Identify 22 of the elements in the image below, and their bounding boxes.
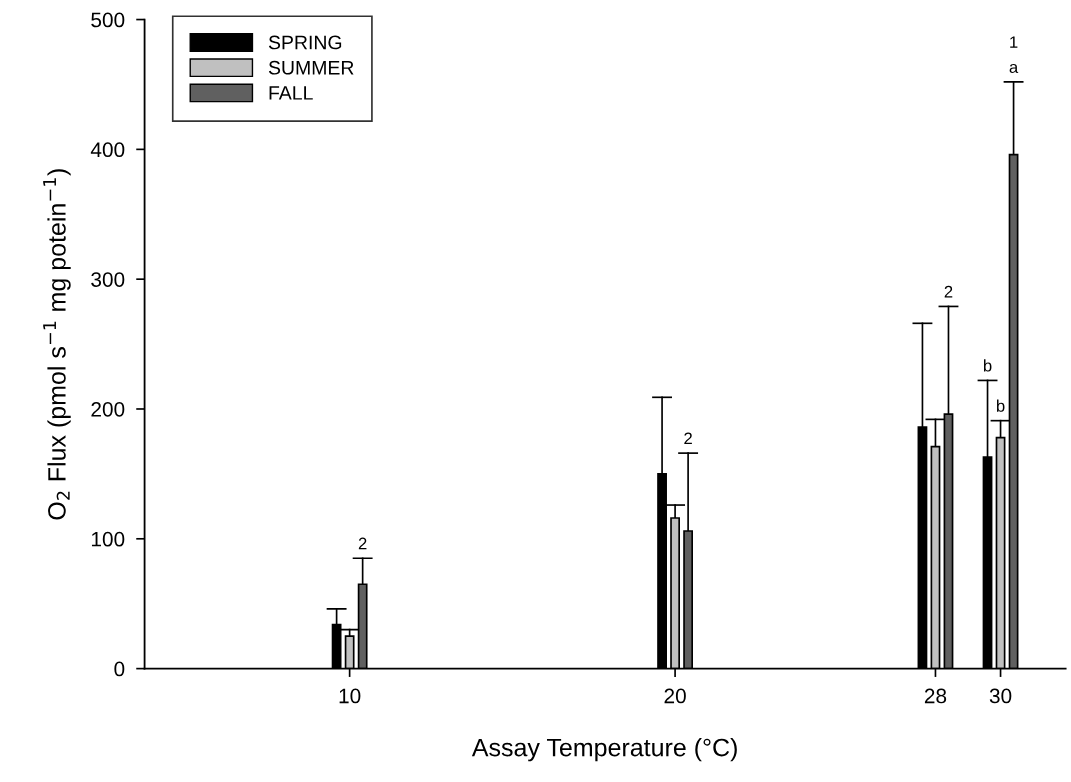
y-tick-label: 500 (91, 12, 125, 28)
annotation: b (983, 359, 992, 372)
annotation: 2 (684, 432, 692, 445)
legend-label: SPRING (268, 35, 342, 50)
annotation: a (1009, 63, 1019, 74)
x-tick-label: 10 (339, 688, 361, 704)
y-tick-label: 0 (114, 661, 125, 677)
legend-label: SUMMER (268, 60, 354, 75)
annotation: 2 (358, 537, 367, 550)
x-tick-label: 20 (664, 688, 686, 704)
annotation: b (996, 399, 1005, 412)
annotation: 1 (1010, 36, 1018, 48)
y-tick-label: 300 (91, 272, 125, 287)
x-axis-title: Assay Temperature (°C) (471, 738, 737, 762)
legend-label: FALL (269, 86, 313, 100)
y-axis-title: O$_{2}$ Flux (pmol s$^{−1}$ mg potein$^{−1}$) (43, 169, 71, 520)
y-tick-label: 400 (90, 142, 125, 158)
y-tick-label: 200 (91, 401, 125, 417)
y-tick-label: 100 (91, 531, 125, 547)
x-tick-label: 28 (924, 688, 947, 704)
x-tick-label: 30 (989, 688, 1012, 704)
annotation: 2 (944, 285, 953, 298)
